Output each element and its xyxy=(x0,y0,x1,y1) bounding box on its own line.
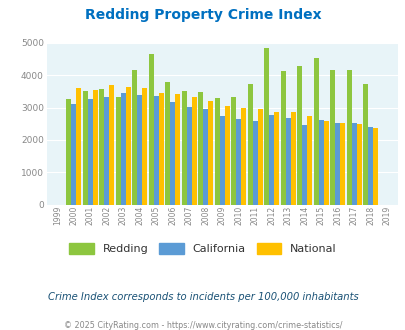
Bar xyxy=(329,70,335,205)
Bar xyxy=(257,109,262,205)
Legend: Redding, California, National: Redding, California, National xyxy=(64,238,341,258)
Bar xyxy=(264,48,269,205)
Bar xyxy=(318,120,323,205)
Bar xyxy=(137,95,142,205)
Bar xyxy=(76,88,81,205)
Bar xyxy=(149,54,153,205)
Bar xyxy=(153,96,158,205)
Bar xyxy=(71,104,76,205)
Bar xyxy=(99,89,104,205)
Bar xyxy=(126,86,130,205)
Bar xyxy=(247,84,252,205)
Bar xyxy=(83,91,88,205)
Bar xyxy=(170,102,175,205)
Text: © 2025 CityRating.com - https://www.cityrating.com/crime-statistics/: © 2025 CityRating.com - https://www.city… xyxy=(64,321,341,330)
Bar xyxy=(66,99,71,205)
Bar xyxy=(290,112,295,205)
Bar xyxy=(132,70,137,205)
Bar xyxy=(186,107,191,205)
Bar xyxy=(346,70,351,205)
Bar xyxy=(203,109,208,205)
Bar xyxy=(296,66,301,205)
Bar xyxy=(88,99,93,205)
Bar xyxy=(104,97,109,205)
Bar xyxy=(339,123,344,205)
Bar xyxy=(241,108,245,205)
Bar xyxy=(198,92,203,205)
Bar xyxy=(269,115,273,205)
Bar xyxy=(165,82,170,205)
Bar xyxy=(208,101,213,205)
Bar xyxy=(175,94,180,205)
Bar xyxy=(307,116,311,205)
Bar xyxy=(313,58,318,205)
Bar xyxy=(231,97,236,205)
Bar xyxy=(224,106,229,205)
Bar xyxy=(367,127,372,205)
Text: Crime Index corresponds to incidents per 100,000 inhabitants: Crime Index corresponds to incidents per… xyxy=(47,292,358,302)
Bar xyxy=(301,125,307,205)
Bar xyxy=(121,93,126,205)
Bar xyxy=(181,91,186,205)
Bar xyxy=(93,90,98,205)
Bar xyxy=(362,84,367,205)
Bar xyxy=(116,97,121,205)
Bar xyxy=(273,112,279,205)
Bar xyxy=(142,88,147,205)
Bar xyxy=(335,123,339,205)
Bar xyxy=(285,118,290,205)
Bar xyxy=(158,93,163,205)
Bar xyxy=(219,116,224,205)
Bar xyxy=(191,97,196,205)
Bar xyxy=(323,120,328,205)
Bar xyxy=(356,124,361,205)
Bar xyxy=(372,128,377,205)
Text: Redding Property Crime Index: Redding Property Crime Index xyxy=(85,8,320,22)
Bar xyxy=(214,98,219,205)
Bar xyxy=(280,71,285,205)
Bar xyxy=(351,123,356,205)
Bar xyxy=(109,85,114,205)
Bar xyxy=(252,121,257,205)
Bar xyxy=(236,119,241,205)
